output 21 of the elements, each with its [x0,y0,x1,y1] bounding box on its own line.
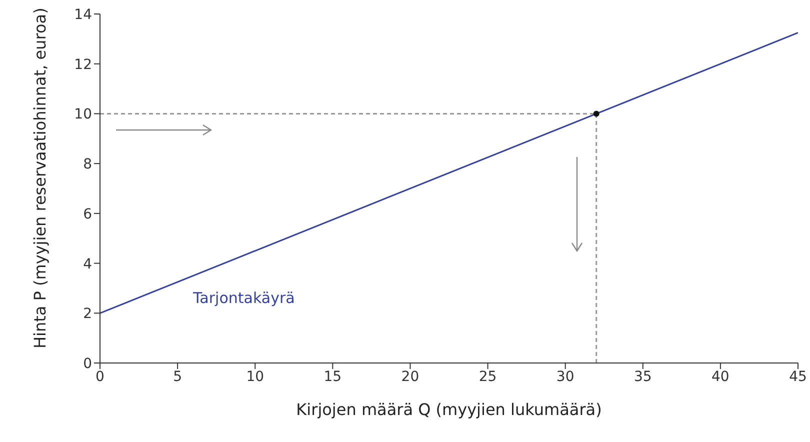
x-tick-label: 40 [712,368,730,385]
x-tick-label: 20 [401,368,420,385]
y-axis-title: Hinta P (myyjien reservaatiohinnat, euroa) [30,8,50,348]
x-tick-label: 45 [789,368,807,385]
series-label: Tarjontakäyrä [193,289,295,308]
x-tick-label: 0 [96,368,104,385]
x-tick-label: 5 [173,368,182,385]
x-tick-label: 30 [556,368,574,385]
y-tick-label: 0 [83,356,92,372]
y-tick-label: 2 [83,306,92,322]
x-tick-label: 10 [246,368,264,385]
x-tick-label: 25 [478,368,497,385]
x-axis-title: Kirjojen määrä Q (myyjien lukumäärä) [296,400,602,419]
y-tick-label: 8 [83,156,92,173]
y-tick-label: 4 [83,256,92,272]
y-tick-label: 12 [74,56,92,73]
y-tick-label: 14 [74,6,92,23]
x-tick-label: 15 [324,368,342,385]
y-tick-label: 6 [83,206,92,222]
x-tick-label: 35 [634,368,652,385]
y-tick-label: 10 [74,106,92,123]
